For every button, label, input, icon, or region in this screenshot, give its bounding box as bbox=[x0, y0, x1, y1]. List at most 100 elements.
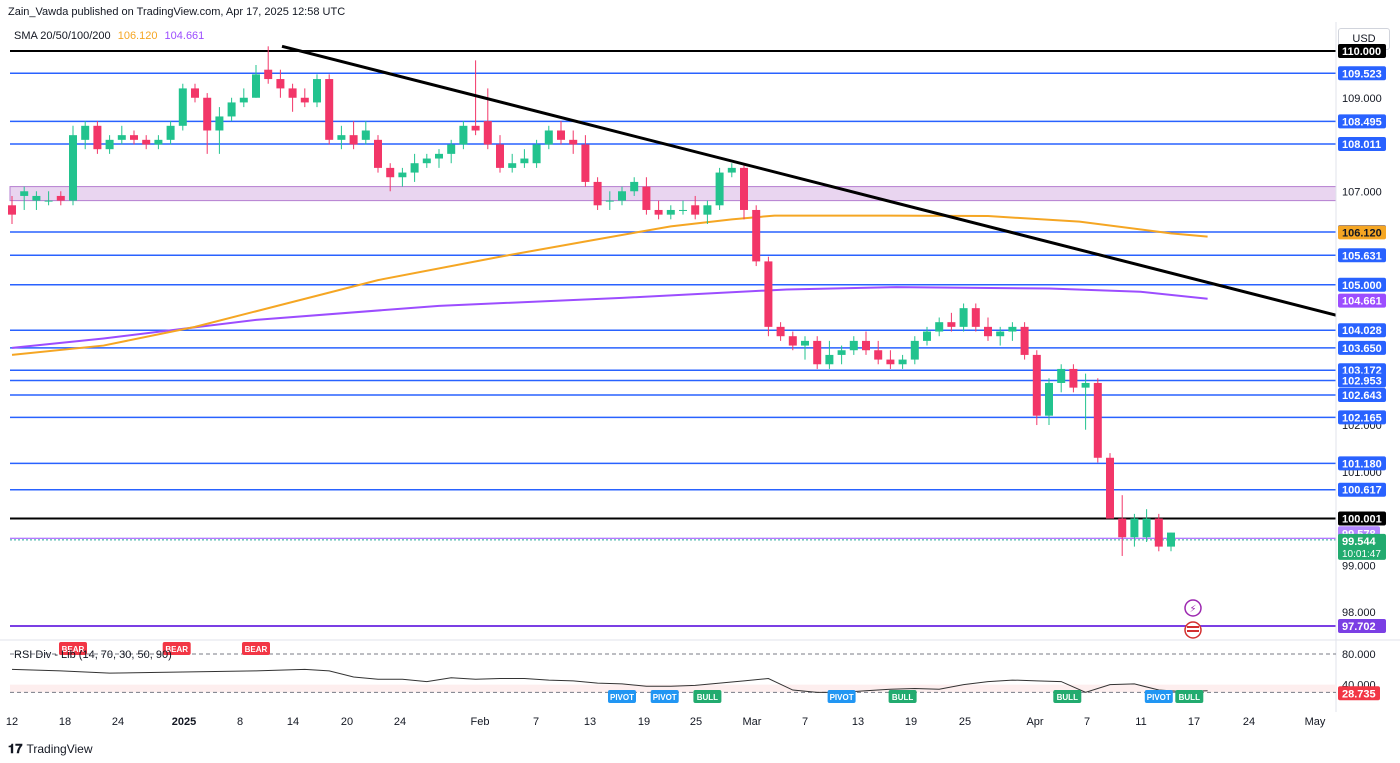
bull-candle[interactable] bbox=[1081, 382, 1090, 388]
bull-candle[interactable] bbox=[1142, 518, 1151, 538]
bull-candle[interactable] bbox=[313, 79, 321, 103]
trendline[interactable] bbox=[281, 44, 1337, 317]
bear-candle[interactable] bbox=[142, 139, 151, 145]
bear-candle[interactable] bbox=[1020, 326, 1029, 355]
bear-candle[interactable] bbox=[56, 195, 65, 201]
bull-candle[interactable] bbox=[544, 130, 553, 145]
lightning-icon[interactable] bbox=[1184, 599, 1202, 617]
bear-candle[interactable] bbox=[971, 308, 980, 327]
bull-candle[interactable] bbox=[20, 191, 29, 196]
sma-50-line[interactable] bbox=[11, 214, 1208, 356]
bear-candle[interactable] bbox=[191, 88, 199, 98]
bull-candle[interactable] bbox=[166, 125, 175, 140]
rsi-line[interactable] bbox=[11, 668, 1208, 693]
bear-candle[interactable] bbox=[203, 97, 212, 131]
bear-candle[interactable] bbox=[8, 205, 16, 215]
bull-candle[interactable] bbox=[81, 125, 90, 140]
bull-candle[interactable] bbox=[410, 163, 419, 173]
bear-candle[interactable] bbox=[93, 125, 102, 150]
bull-candle[interactable] bbox=[996, 331, 1005, 337]
bull-candle[interactable] bbox=[105, 139, 114, 150]
bear-candle[interactable] bbox=[1093, 382, 1102, 458]
bull-candle[interactable] bbox=[825, 354, 834, 365]
bear-candle[interactable] bbox=[752, 209, 761, 262]
bull-candle[interactable] bbox=[1167, 532, 1175, 547]
bull-candle[interactable] bbox=[239, 97, 248, 103]
bull-candle[interactable] bbox=[435, 153, 443, 159]
bull-candle[interactable] bbox=[801, 340, 809, 346]
bull-candle[interactable] bbox=[117, 135, 126, 140]
bear-candle[interactable] bbox=[1032, 354, 1041, 416]
bear-candle[interactable] bbox=[288, 88, 297, 98]
bull-candle[interactable] bbox=[252, 74, 260, 98]
bull-candle[interactable] bbox=[178, 88, 187, 126]
bull-candle[interactable] bbox=[520, 158, 529, 164]
bull-candle[interactable] bbox=[459, 125, 468, 145]
bull-candle[interactable] bbox=[227, 102, 236, 117]
bull-candle[interactable] bbox=[337, 135, 346, 140]
bull-candle[interactable] bbox=[1057, 368, 1066, 383]
bear-candle[interactable] bbox=[483, 121, 492, 145]
bull-candle[interactable] bbox=[1008, 326, 1017, 332]
bull-candle[interactable] bbox=[605, 200, 614, 202]
bear-candle[interactable] bbox=[1118, 518, 1127, 538]
bear-candle[interactable] bbox=[581, 144, 590, 182]
bear-candle[interactable] bbox=[886, 359, 895, 365]
bear-candle[interactable] bbox=[557, 130, 565, 140]
bull-candle[interactable] bbox=[1130, 518, 1139, 538]
bull-candle[interactable] bbox=[1045, 382, 1053, 416]
bear-candle[interactable] bbox=[984, 326, 992, 337]
bull-candle[interactable] bbox=[32, 195, 41, 201]
bear-candle[interactable] bbox=[1069, 368, 1078, 388]
bear-candle[interactable] bbox=[947, 322, 956, 327]
bear-candle[interactable] bbox=[264, 69, 273, 80]
bear-candle[interactable] bbox=[874, 350, 883, 360]
bull-candle[interactable] bbox=[679, 209, 687, 211]
bear-candle[interactable] bbox=[300, 97, 309, 103]
bear-candle[interactable] bbox=[276, 79, 285, 89]
bear-candle[interactable] bbox=[813, 340, 822, 365]
bull-candle[interactable] bbox=[935, 322, 944, 332]
bear-candle[interactable] bbox=[471, 125, 480, 131]
bear-candle[interactable] bbox=[691, 205, 700, 215]
bull-candle[interactable] bbox=[215, 116, 224, 131]
bear-candle[interactable] bbox=[654, 209, 663, 215]
bear-candle[interactable] bbox=[740, 167, 748, 210]
bear-candle[interactable] bbox=[1106, 457, 1114, 519]
bull-candle[interactable] bbox=[69, 135, 77, 201]
bull-candle[interactable] bbox=[910, 340, 919, 360]
bull-candle[interactable] bbox=[703, 205, 712, 215]
bear-candle[interactable] bbox=[569, 139, 578, 145]
bear-candle[interactable] bbox=[386, 167, 395, 178]
bear-candle[interactable] bbox=[1154, 518, 1163, 547]
bull-candle[interactable] bbox=[837, 350, 846, 355]
bull-candle[interactable] bbox=[666, 209, 675, 215]
bull-candle[interactable] bbox=[447, 144, 456, 154]
bear-candle[interactable] bbox=[642, 186, 651, 210]
bear-candle[interactable] bbox=[862, 340, 870, 351]
bear-candle[interactable] bbox=[593, 181, 602, 206]
bull-candle[interactable] bbox=[532, 144, 541, 164]
bear-candle[interactable] bbox=[788, 336, 797, 346]
bull-candle[interactable] bbox=[44, 200, 53, 202]
bull-candle[interactable] bbox=[898, 359, 907, 365]
bull-candle[interactable] bbox=[727, 167, 736, 173]
bear-candle[interactable] bbox=[374, 139, 382, 168]
bear-candle[interactable] bbox=[130, 135, 138, 140]
bull-candle[interactable] bbox=[630, 181, 639, 192]
bull-candle[interactable] bbox=[398, 172, 407, 178]
bear-candle[interactable] bbox=[325, 79, 334, 140]
bear-candle[interactable] bbox=[496, 144, 504, 168]
bull-candle[interactable] bbox=[959, 308, 968, 327]
bull-candle[interactable] bbox=[923, 331, 931, 341]
bull-candle[interactable] bbox=[849, 340, 858, 351]
bear-candle[interactable] bbox=[349, 135, 358, 145]
rsi-legend[interactable]: RSI Div - Lib (14, 70, 30, 50, 90) bbox=[14, 649, 172, 661]
bull-candle[interactable] bbox=[154, 139, 163, 145]
bear-candle[interactable] bbox=[776, 326, 785, 337]
bull-candle[interactable] bbox=[715, 172, 724, 206]
sma-legend[interactable]: SMA 20/50/100/200 106.120 104.661 bbox=[14, 30, 204, 42]
bear-candle[interactable] bbox=[764, 261, 773, 327]
bull-candle[interactable] bbox=[361, 130, 370, 140]
